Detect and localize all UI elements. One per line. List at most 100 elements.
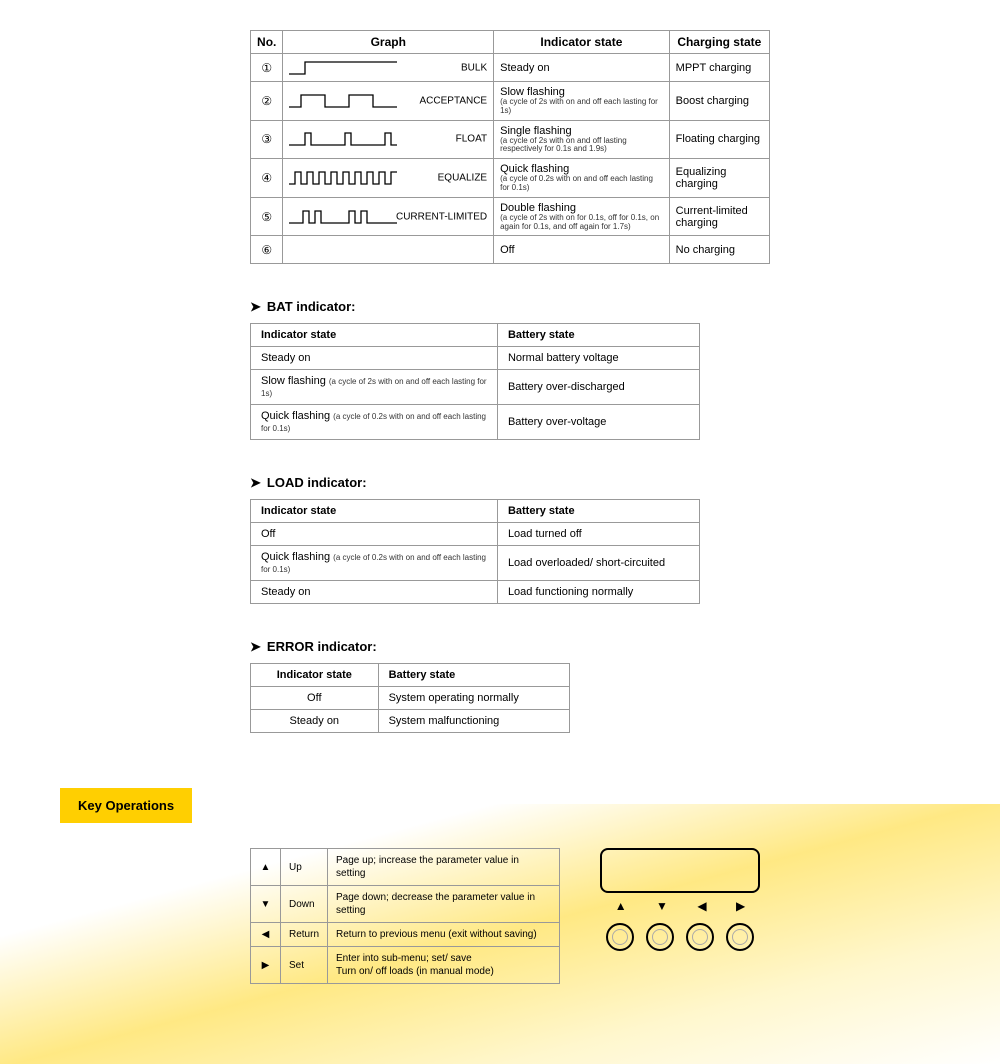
row-number: ② — [251, 82, 283, 121]
row-number: ⑥ — [251, 236, 283, 264]
indicator-state-cell: Slow flashing (a cycle of 2s with on and… — [251, 370, 498, 405]
device-symbol-row: ▲▼◀▶ — [600, 899, 760, 913]
table-row: Steady on System malfunctioning — [251, 710, 570, 733]
indicator-state-cell: Off — [494, 236, 670, 264]
header-graph: Graph — [283, 31, 494, 54]
indicator-state-cell: Single flashing(a cycle of 2s with on an… — [494, 120, 670, 159]
indicator-detail: (a cycle of 2s with on and off lasting r… — [500, 137, 663, 155]
graph-cell: EQUALIZE — [283, 159, 494, 198]
key-description: Enter into sub-menu; set/ saveTurn on/ o… — [328, 947, 560, 984]
indicator-state-cell: Quick flashing (a cycle of 0.2s with on … — [251, 546, 498, 581]
device-symbol: ▼ — [656, 899, 668, 913]
table-row: ② ACCEPTANCE Slow flashing(a cycle of 2s w… — [251, 82, 770, 121]
key-symbol: ◀ — [251, 923, 281, 947]
waveform-icon — [287, 56, 399, 80]
table-row: ④ EQUALIZE Quick flashing(a cycle of 0.2s … — [251, 159, 770, 198]
state-cell: Normal battery voltage — [497, 347, 699, 370]
graph-cell: CURRENT-LIMITED — [283, 197, 494, 236]
error-title: ERROR indicator: — [267, 639, 377, 654]
indicator-state-cell: Off — [251, 523, 498, 546]
device-button — [606, 923, 634, 951]
device-button — [686, 923, 714, 951]
key-name: Up — [281, 849, 328, 886]
graph-cell: FLOAT — [283, 120, 494, 159]
table-row: ◀ReturnReturn to previous menu (exit wit… — [251, 923, 560, 947]
indicator-state-cell: Steady on — [251, 347, 498, 370]
table-row: ③ FLOAT Single flashing(a cycle of 2s with… — [251, 120, 770, 159]
header-indicator-state: Indicator state — [251, 324, 498, 347]
arrow-bullet-icon: ➤ — [250, 299, 261, 315]
load-indicator-table: Indicator state Battery state Off Load t… — [250, 499, 700, 604]
indicator-state-cell: Double flashing(a cycle of 2s with on fo… — [494, 197, 670, 236]
table-header-row: No. Graph Indicator state Charging state — [251, 31, 770, 54]
table-row: ⑥OffNo charging — [251, 236, 770, 264]
table-row: Steady on Load functioning normally — [251, 581, 700, 604]
indicator-state-cell: Steady on — [494, 54, 670, 82]
device-symbol: ▶ — [736, 899, 745, 913]
graph-cell — [283, 236, 494, 264]
table-header-row: Indicator state Battery state — [251, 664, 570, 687]
key-symbol: ▶ — [251, 947, 281, 984]
header-indicator-state: Indicator state — [251, 500, 498, 523]
waveform-icon — [287, 205, 399, 229]
bat-indicator-table: Indicator state Battery state Steady on … — [250, 323, 700, 440]
key-symbol: ▲ — [251, 849, 281, 886]
indicator-state-cell: Off — [251, 687, 379, 710]
error-section-header: ➤ERROR indicator: — [250, 639, 960, 655]
table-row: ①BULKSteady onMPPT charging — [251, 54, 770, 82]
charging-state-cell: Equalizing charging — [669, 159, 769, 198]
table-row: Quick flashing (a cycle of 0.2s with on … — [251, 405, 700, 440]
charging-state-cell: MPPT charging — [669, 54, 769, 82]
row-number: ③ — [251, 120, 283, 159]
table-row: Quick flashing (a cycle of 0.2s with on … — [251, 546, 700, 581]
device-button — [726, 923, 754, 951]
charging-state-cell: Current-limited charging — [669, 197, 769, 236]
state-cell: Load turned off — [497, 523, 699, 546]
load-section-header: ➤LOAD indicator: — [250, 475, 960, 491]
error-indicator-table: Indicator state Battery state Off System… — [250, 663, 570, 733]
table-row: Off Load turned off — [251, 523, 700, 546]
header-battery-state: Battery state — [378, 664, 569, 687]
indicator-detail: (a cycle of 0.2s with on and off each la… — [261, 412, 486, 433]
charging-state-cell: Boost charging — [669, 82, 769, 121]
graph-cell: ACCEPTANCE — [283, 82, 494, 121]
waveform-icon — [287, 127, 399, 151]
indicator-state-cell: Quick flashing(a cycle of 0.2s with on a… — [494, 159, 670, 198]
state-cell: System operating normally — [378, 687, 569, 710]
indicator-state-cell: Steady on — [251, 581, 498, 604]
device-button — [646, 923, 674, 951]
arrow-bullet-icon: ➤ — [250, 475, 261, 491]
graph-label: CURRENT-LIMITED — [396, 211, 487, 222]
table-row: ▲UpPage up; increase the parameter value… — [251, 849, 560, 886]
indicator-detail: (a cycle of 0.2s with on and off each la… — [261, 553, 486, 574]
waveform-icon — [287, 166, 399, 190]
indicator-state-cell: Quick flashing (a cycle of 0.2s with on … — [251, 405, 498, 440]
bat-title: BAT indicator: — [267, 299, 356, 314]
table-row: ⑤ CURRENT-LIMITED Double flashing(a cycle … — [251, 197, 770, 236]
graph-label: FLOAT — [456, 134, 487, 145]
state-cell: Load overloaded/ short-circuited — [497, 546, 699, 581]
charging-state-cell: Floating charging — [669, 120, 769, 159]
row-number: ④ — [251, 159, 283, 198]
graph-label: EQUALIZE — [438, 172, 487, 183]
header-charging: Charging state — [669, 31, 769, 54]
page-content: No. Graph Indicator state Charging state… — [0, 30, 1000, 1064]
indicator-state-cell: Slow flashing(a cycle of 2s with on and … — [494, 82, 670, 121]
row-number: ⑤ — [251, 197, 283, 236]
table-row: ▶SetEnter into sub-menu; set/ saveTurn o… — [251, 947, 560, 984]
key-operations-badge: Key Operations — [60, 788, 192, 823]
graph-label: ACCEPTANCE — [420, 95, 488, 106]
state-cell: Battery over-voltage — [497, 405, 699, 440]
key-symbol: ▼ — [251, 886, 281, 923]
key-description: Return to previous menu (exit without sa… — [328, 923, 560, 947]
device-screen — [600, 848, 760, 893]
table-row: Slow flashing (a cycle of 2s with on and… — [251, 370, 700, 405]
header-battery-state: Battery state — [497, 324, 699, 347]
indicator-state-cell: Steady on — [251, 710, 379, 733]
waveform-icon — [287, 89, 399, 113]
table-row: Steady on Normal battery voltage — [251, 347, 700, 370]
device-illustration: ▲▼◀▶ — [600, 848, 760, 951]
indicator-detail: (a cycle of 2s with on for 0.1s, off for… — [500, 214, 663, 232]
header-no: No. — [251, 31, 283, 54]
header-indicator-state: Indicator state — [251, 664, 379, 687]
